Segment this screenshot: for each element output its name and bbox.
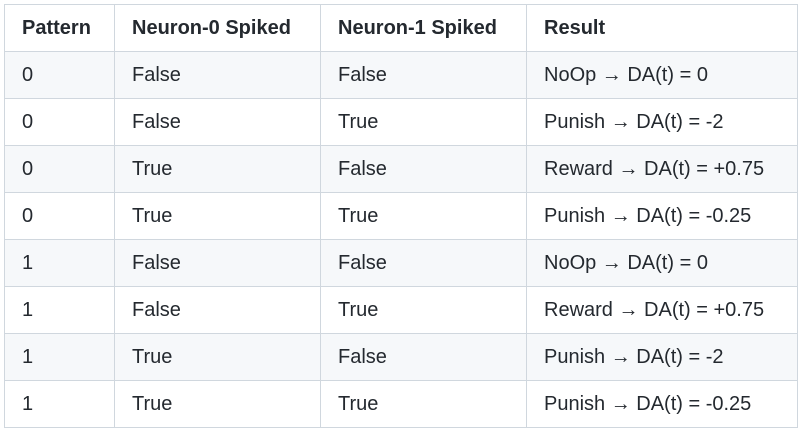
cell-pattern: 1 [4,333,115,381]
cell-neuron-0-spiked: False [114,239,321,287]
table-row: 0 True False Reward → DA(t) = +0.75 [4,145,798,193]
cell-result: Reward → DA(t) = +0.75 [526,286,798,334]
cell-result: Punish → DA(t) = -2 [526,333,798,381]
pattern-result-table: Pattern Neuron-0 Spiked Neuron-1 Spiked … [4,4,798,428]
cell-neuron-0-spiked: True [114,145,321,193]
cell-pattern: 0 [4,98,115,146]
cell-neuron-0-spiked: False [114,98,321,146]
cell-neuron-0-spiked: False [114,51,321,99]
table-row: 0 False True Punish → DA(t) = -2 [4,98,798,146]
cell-pattern: 0 [4,192,115,240]
cell-neuron-0-spiked: False [114,286,321,334]
cell-result: Punish → DA(t) = -0.25 [526,192,798,240]
cell-neuron-1-spiked: False [320,239,527,287]
table-row: 0 False False NoOp → DA(t) = 0 [4,51,798,99]
cell-neuron-1-spiked: True [320,380,527,428]
header-result: Result [526,4,798,52]
cell-neuron-1-spiked: True [320,286,527,334]
table-header-row: Pattern Neuron-0 Spiked Neuron-1 Spiked … [4,4,798,52]
cell-pattern: 0 [4,145,115,193]
cell-neuron-1-spiked: True [320,192,527,240]
header-neuron-0-spiked: Neuron-0 Spiked [114,4,321,52]
table-row: 1 True True Punish → DA(t) = -0.25 [4,380,798,428]
cell-pattern: 0 [4,51,115,99]
cell-neuron-1-spiked: False [320,333,527,381]
cell-neuron-0-spiked: True [114,333,321,381]
table-row: 0 True True Punish → DA(t) = -0.25 [4,192,798,240]
cell-pattern: 1 [4,286,115,334]
cell-pattern: 1 [4,239,115,287]
cell-result: Punish → DA(t) = -0.25 [526,380,798,428]
cell-neuron-1-spiked: False [320,145,527,193]
cell-neuron-0-spiked: True [114,192,321,240]
cell-result: Reward → DA(t) = +0.75 [526,145,798,193]
cell-result: NoOp → DA(t) = 0 [526,239,798,287]
header-pattern: Pattern [4,4,115,52]
cell-result: NoOp → DA(t) = 0 [526,51,798,99]
cell-neuron-1-spiked: False [320,51,527,99]
cell-pattern: 1 [4,380,115,428]
header-neuron-1-spiked: Neuron-1 Spiked [320,4,527,52]
table-row: 1 False False NoOp → DA(t) = 0 [4,239,798,287]
cell-neuron-1-spiked: True [320,98,527,146]
table-container: Pattern Neuron-0 Spiked Neuron-1 Spiked … [4,4,798,428]
cell-neuron-0-spiked: True [114,380,321,428]
table-row: 1 True False Punish → DA(t) = -2 [4,333,798,381]
cell-result: Punish → DA(t) = -2 [526,98,798,146]
table-row: 1 False True Reward → DA(t) = +0.75 [4,286,798,334]
